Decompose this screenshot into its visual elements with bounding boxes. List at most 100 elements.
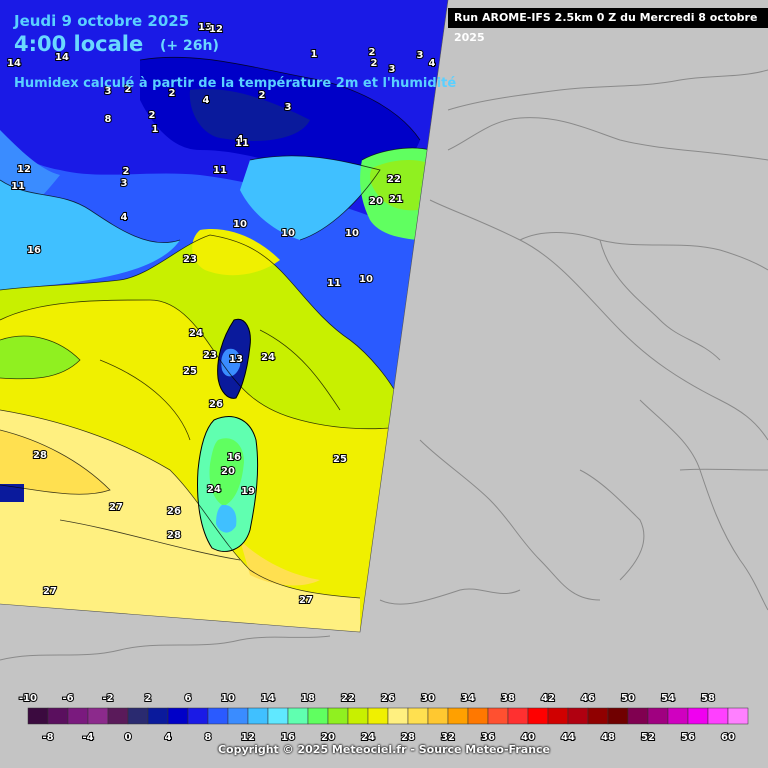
map-value-label: 20 — [221, 466, 235, 477]
legend-tick-label: 6 — [185, 693, 192, 704]
legend-swatch — [107, 707, 129, 725]
legend-tick-label: 34 — [461, 693, 475, 704]
map-value-label: 2 — [149, 110, 156, 121]
legend-tick-label: 14 — [261, 693, 275, 704]
map-value-label: 11 — [213, 165, 227, 176]
legend-tick-label: 8 — [205, 732, 212, 743]
legend-tick-label: 22 — [341, 693, 355, 704]
legend-swatch — [27, 707, 49, 725]
forecast-field — [0, 0, 448, 632]
legend-tick-label: 28 — [401, 732, 415, 743]
legend-tick-label: 24 — [361, 732, 375, 743]
map-value-label: 25 — [183, 366, 197, 377]
map-value-label: 4 — [429, 58, 436, 69]
map-value-label: 1 — [152, 124, 159, 135]
map-value-label: 1 — [311, 49, 318, 60]
run-info: Run AROME-IFS 2.5km 0 Z du Mercredi 8 oc… — [448, 8, 768, 44]
legend-swatch — [387, 707, 409, 725]
legend-swatch — [247, 707, 269, 725]
legend-swatch — [127, 707, 149, 725]
map-value-label: 28 — [33, 450, 47, 461]
map-value-label: 4 — [237, 134, 244, 145]
map-value-label: 10 — [233, 219, 247, 230]
legend-tick-label: 60 — [721, 732, 735, 743]
map-value-label: 13 — [198, 22, 212, 33]
map-value-label: 16 — [27, 245, 41, 256]
legend-tick-label: -8 — [42, 732, 53, 743]
map-value-label: 3 — [121, 178, 128, 189]
forecast-step: (+ 26h) — [160, 38, 219, 54]
map-value-label: 4 — [121, 212, 128, 223]
legend-tick-label: 54 — [661, 693, 675, 704]
legend-tick-label: 48 — [601, 732, 615, 743]
legend-tick-label: 46 — [581, 693, 595, 704]
legend-tick-label: 50 — [621, 693, 635, 704]
legend-swatch — [147, 707, 169, 725]
legend-swatch — [467, 707, 489, 725]
legend-swatch — [527, 707, 549, 725]
legend-swatch — [67, 707, 89, 725]
legend-swatch — [727, 707, 749, 725]
map-value-label: 2 — [259, 90, 266, 101]
map-value-label: 10 — [281, 228, 295, 239]
map-value-label: 23 — [203, 350, 217, 361]
map-value-label: 27 — [43, 586, 57, 597]
legend-tick-label: 52 — [641, 732, 655, 743]
legend-swatch — [447, 707, 469, 725]
map-value-label: 8 — [105, 114, 112, 125]
map-value-label: 13 — [229, 354, 243, 365]
map-value-label: 26 — [209, 399, 223, 410]
map-value-label: 10 — [359, 274, 373, 285]
legend-tick-label: 18 — [301, 693, 315, 704]
map-value-label: 2 — [123, 166, 130, 177]
legend-swatch — [427, 707, 449, 725]
legend-swatch — [487, 707, 509, 725]
map-value-label: 28 — [167, 530, 181, 541]
legend-tick-label: 4 — [165, 732, 172, 743]
legend-swatch — [607, 707, 629, 725]
map-value-label: 22 — [387, 174, 401, 185]
map-value-label: 2 — [125, 84, 132, 95]
map-value-label: 19 — [241, 486, 255, 497]
legend-swatch — [207, 707, 229, 725]
legend-tick-label: 16 — [281, 732, 295, 743]
legend-swatch — [227, 707, 249, 725]
legend-tick-label: 56 — [681, 732, 695, 743]
legend-tick-label: 32 — [441, 732, 455, 743]
legend-swatch — [547, 707, 569, 725]
legend-swatch — [287, 707, 309, 725]
map-value-label: 21 — [389, 194, 403, 205]
legend-tick-label: -2 — [102, 693, 113, 704]
legend-swatch — [187, 707, 209, 725]
legend-swatch — [687, 707, 709, 725]
legend-tick-label: 12 — [241, 732, 255, 743]
map-value-label: 16 — [227, 452, 241, 463]
legend-swatch — [47, 707, 69, 725]
map-value-label: 3 — [417, 50, 424, 61]
legend-swatch — [87, 707, 109, 725]
map-value-label: 14 — [55, 52, 69, 63]
map-value-label: 26 — [167, 506, 181, 517]
map-value-label: 27 — [109, 502, 123, 513]
legend-tick-label: 36 — [481, 732, 495, 743]
legend-lower-labels: -8 -4 0 4 8 12 16 20 24 28 32 36 40 44 48 52 56 60 — [41, 731, 736, 744]
legend-swatch — [347, 707, 369, 725]
map-value-label: 10 — [345, 228, 359, 239]
map-value-label: 12 — [17, 164, 31, 175]
copyright-notice: Copyright © 2025 Meteociel.fr - Source M… — [217, 743, 551, 756]
legend-swatch — [367, 707, 389, 725]
map-value-label: 24 — [261, 352, 275, 363]
legend-swatch — [707, 707, 729, 725]
legend-swatch — [507, 707, 529, 725]
legend-swatch — [167, 707, 189, 725]
legend-tick-label: 38 — [501, 693, 515, 704]
legend-swatch — [567, 707, 589, 725]
legend-upper-labels: -10 -6 -2 2 6 10 14 18 22 26 30 34 38 42 46 50 54 58 — [18, 692, 716, 705]
map-value-label: 25 — [333, 454, 347, 465]
legend-tick-label: 58 — [701, 693, 715, 704]
legend-swatch — [667, 707, 689, 725]
legend-swatch — [647, 707, 669, 725]
legend-tick-label: 0 — [125, 732, 132, 743]
